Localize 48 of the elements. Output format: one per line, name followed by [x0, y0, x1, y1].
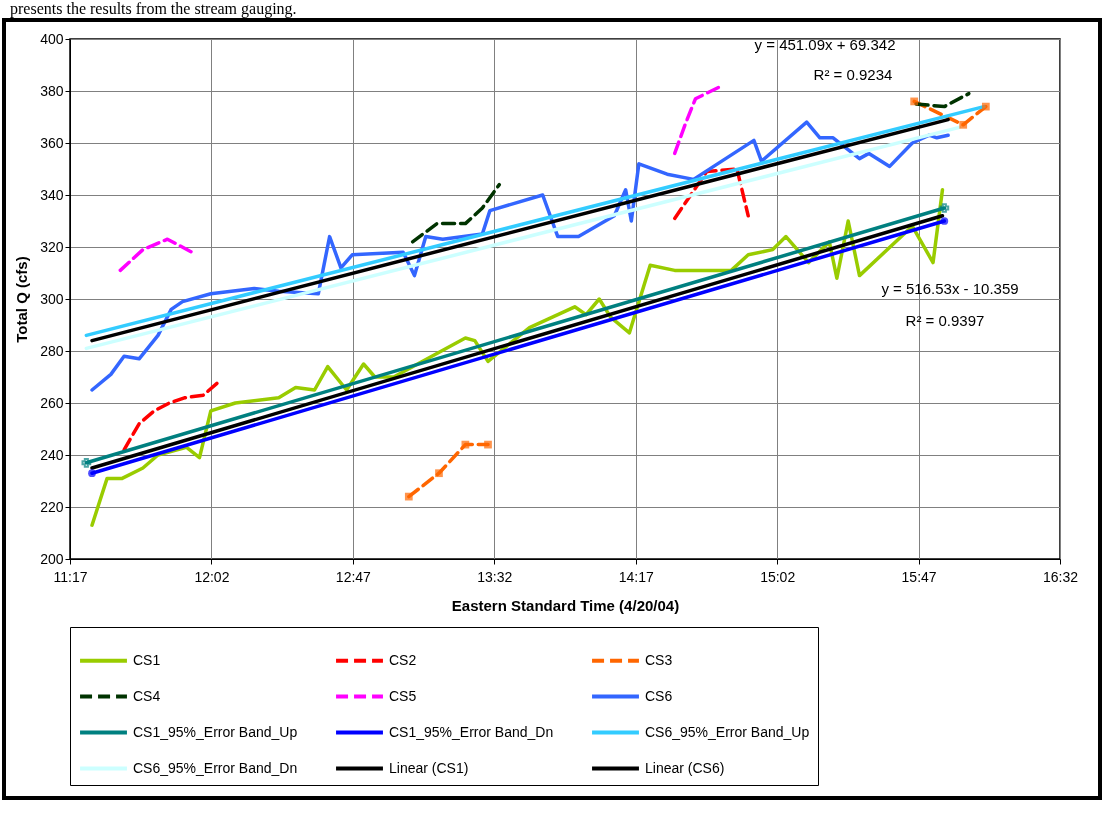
y-axis-title: Total Q (cfs)	[13, 256, 31, 343]
point	[981, 102, 990, 111]
point	[940, 217, 949, 225]
x-tick-label: 13:32	[477, 568, 513, 585]
legend-label: CS1_95%_Error Band_Up	[133, 723, 298, 740]
legend-label: Linear (CS6)	[645, 759, 725, 776]
legend-label: CS6_95%_Error Band_Dn	[133, 759, 298, 776]
x-tick-label: 15:47	[901, 568, 937, 585]
annotation: R² = 0.9234	[813, 66, 893, 83]
annotation: R² = 0.9397	[905, 312, 985, 329]
legend-label: CS6	[645, 687, 673, 704]
point	[88, 469, 96, 478]
y-tick-label: 320	[40, 238, 64, 255]
annotation: y = 451.09x + 69.342	[754, 36, 896, 53]
legend-label: CS5	[389, 687, 417, 704]
point	[939, 203, 950, 213]
legend-label: CS2	[389, 651, 417, 668]
text: presents the results from the stream gauging.	[9, 0, 298, 18]
y-tick-label: 300	[40, 290, 64, 307]
point	[81, 457, 92, 468]
y-tick-label: 360	[40, 134, 64, 151]
legend-label: CS1	[133, 651, 161, 668]
point	[959, 120, 968, 129]
legend-label: CS1_95%_Error Band_Dn	[389, 723, 554, 740]
x-tick-label: 11:17	[53, 568, 88, 585]
annotation: y = 516.53x - 10.359	[881, 280, 1019, 297]
x-tick-label: 14:17	[618, 568, 654, 585]
x-axis-title: Eastern Standard Time (4/20/04)	[451, 596, 680, 614]
point	[484, 440, 492, 449]
y-tick-label: 220	[40, 498, 64, 515]
y-tick-label: 200	[40, 550, 64, 567]
legend-label: CS3	[645, 651, 673, 668]
x-tick-label: 12:02	[194, 568, 230, 585]
x-tick-label: 12:47	[335, 568, 372, 585]
y-tick-label: 280	[40, 342, 64, 359]
point	[404, 492, 413, 501]
y-tick-label: 340	[40, 186, 64, 203]
legend-label: Linear (CS1)	[389, 759, 469, 776]
legend-label: CS6_95%_Error Band_Up	[645, 723, 810, 740]
point	[910, 97, 919, 106]
y-tick-label: 240	[40, 446, 64, 463]
y-tick-label: 380	[40, 82, 64, 99]
legend-label: CS4	[133, 687, 161, 704]
y-tick-label: 400	[40, 30, 64, 47]
x-tick-label: 16:32	[1042, 568, 1079, 585]
x-tick-label: 15:02	[760, 568, 796, 585]
point	[435, 469, 443, 478]
y-tick-label: 260	[40, 394, 64, 411]
